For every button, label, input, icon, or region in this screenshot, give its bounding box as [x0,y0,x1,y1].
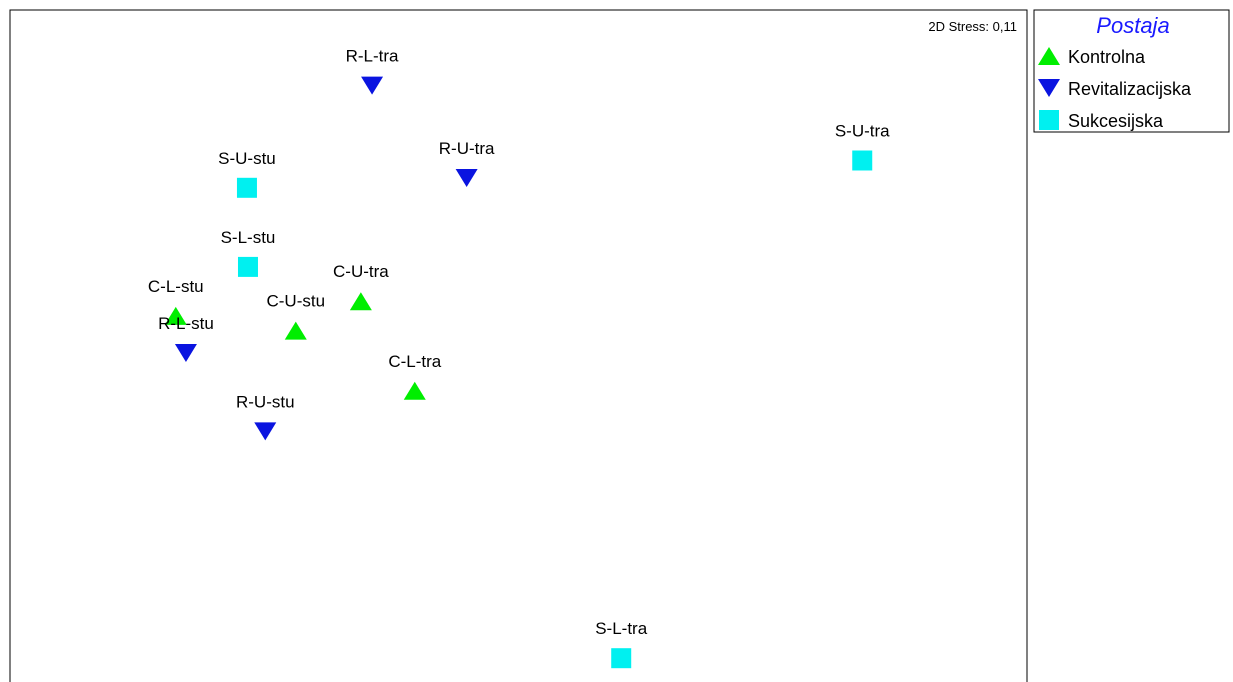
plot-frame [9,9,1028,682]
legend-marker-sukcesijska [1039,110,1059,130]
point-r-l-tra: R-L-tra [346,47,399,95]
legend-label: Kontrolna [1068,47,1146,67]
point-marker-sukcesijska [236,177,257,198]
point-label: R-L-tra [346,47,399,66]
stress-annotation: 2D Stress: 0,11 [928,19,1017,34]
point-label: S-L-stu [221,228,276,247]
point-marker-revitalizacijska [361,76,384,95]
legend-entry-revitalizacijska: Revitalizacijska [1038,79,1192,99]
legend-marker-kontrolna [1038,47,1060,65]
legend-entries: Kontrolna Revitalizacijska Sukcesijska [1038,47,1192,131]
point-c-u-tra: C-U-tra [333,262,389,311]
point-label: C-U-tra [333,262,389,281]
point-c-u-stu: C-U-stu [266,292,325,340]
legend-title: Postaja [1096,13,1169,38]
point-s-u-tra: S-U-tra [835,122,890,171]
point-s-l-tra: S-L-tra [595,619,648,669]
point-marker-kontrolna [403,381,426,400]
point-marker-sukcesijska [237,256,258,277]
legend-label: Sukcesijska [1068,111,1164,131]
point-c-l-tra: C-L-tra [388,352,442,400]
point-label: S-L-tra [595,619,648,638]
point-s-u-stu: S-U-stu [218,149,276,198]
point-r-l-stu: R-L-stu [158,314,214,362]
legend-entry-sukcesijska: Sukcesijska [1039,110,1164,131]
point-label: C-L-tra [388,352,441,371]
point-s-l-stu: S-L-stu [221,228,276,277]
point-marker-kontrolna [349,292,372,311]
point-marker-revitalizacijska [455,169,478,187]
point-label: C-L-stu [148,277,204,296]
point-marker-sukcesijska [852,150,873,171]
point-label: S-U-tra [835,122,890,141]
point-label: R-L-stu [158,314,214,333]
point-marker-sukcesijska [611,648,632,669]
point-marker-revitalizacijska [254,422,277,441]
point-label: C-U-stu [266,292,325,311]
legend: Postaja Kontrolna Revitalizacijska Sukcesi… [1033,9,1230,133]
legend-marker-revitalizacijska [1038,79,1060,97]
legend-label: Revitalizacijska [1068,79,1192,99]
point-marker-revitalizacijska [174,344,197,362]
point-label: R-U-tra [439,139,495,158]
legend-box [1033,9,1230,133]
point-c-l-stu: C-L-stu [148,277,204,325]
point-marker-kontrolna [164,306,187,325]
legend-entry-kontrolna: Kontrolna [1038,47,1146,67]
point-r-u-stu: R-U-stu [236,392,295,441]
point-r-u-tra: R-U-tra [439,139,495,187]
points-layer: R-L-tra R-U-tra S-U-tra S-U-stu S-L-stu C-U-t… [148,47,890,669]
point-marker-kontrolna [284,321,307,340]
point-label: S-U-stu [218,149,276,168]
point-label: R-U-stu [236,392,295,411]
